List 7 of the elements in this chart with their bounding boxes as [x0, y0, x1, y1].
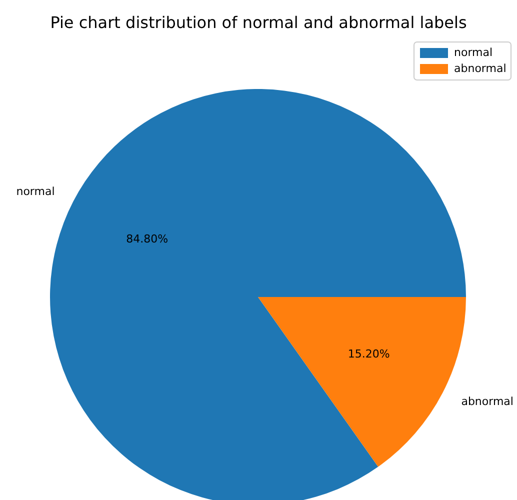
slice-label: abnormal: [461, 395, 514, 408]
legend-label: abnormal: [454, 62, 506, 76]
legend-label: normal: [454, 46, 493, 60]
slice-label: normal: [16, 184, 55, 198]
chart-title: Pie chart distribution of normal and abnormal labels: [50, 13, 467, 32]
data-label: 84.80%: [126, 232, 168, 246]
data-label: 15.20%: [348, 347, 390, 360]
